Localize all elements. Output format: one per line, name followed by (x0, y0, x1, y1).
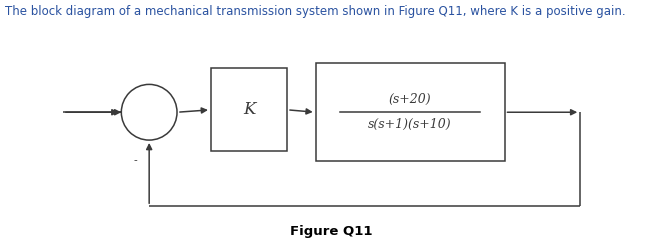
Text: Figure Q11: Figure Q11 (290, 225, 373, 238)
Text: K: K (243, 101, 255, 118)
Text: The block diagram of a mechanical transmission system shown in Figure Q11, where: The block diagram of a mechanical transm… (5, 5, 626, 18)
Bar (316, 63, 505, 161)
Text: -: - (133, 155, 137, 165)
Text: (s+20): (s+20) (389, 93, 432, 106)
Text: s(s+1)(s+10): s(s+1)(s+10) (368, 118, 452, 131)
Bar (211, 68, 287, 151)
